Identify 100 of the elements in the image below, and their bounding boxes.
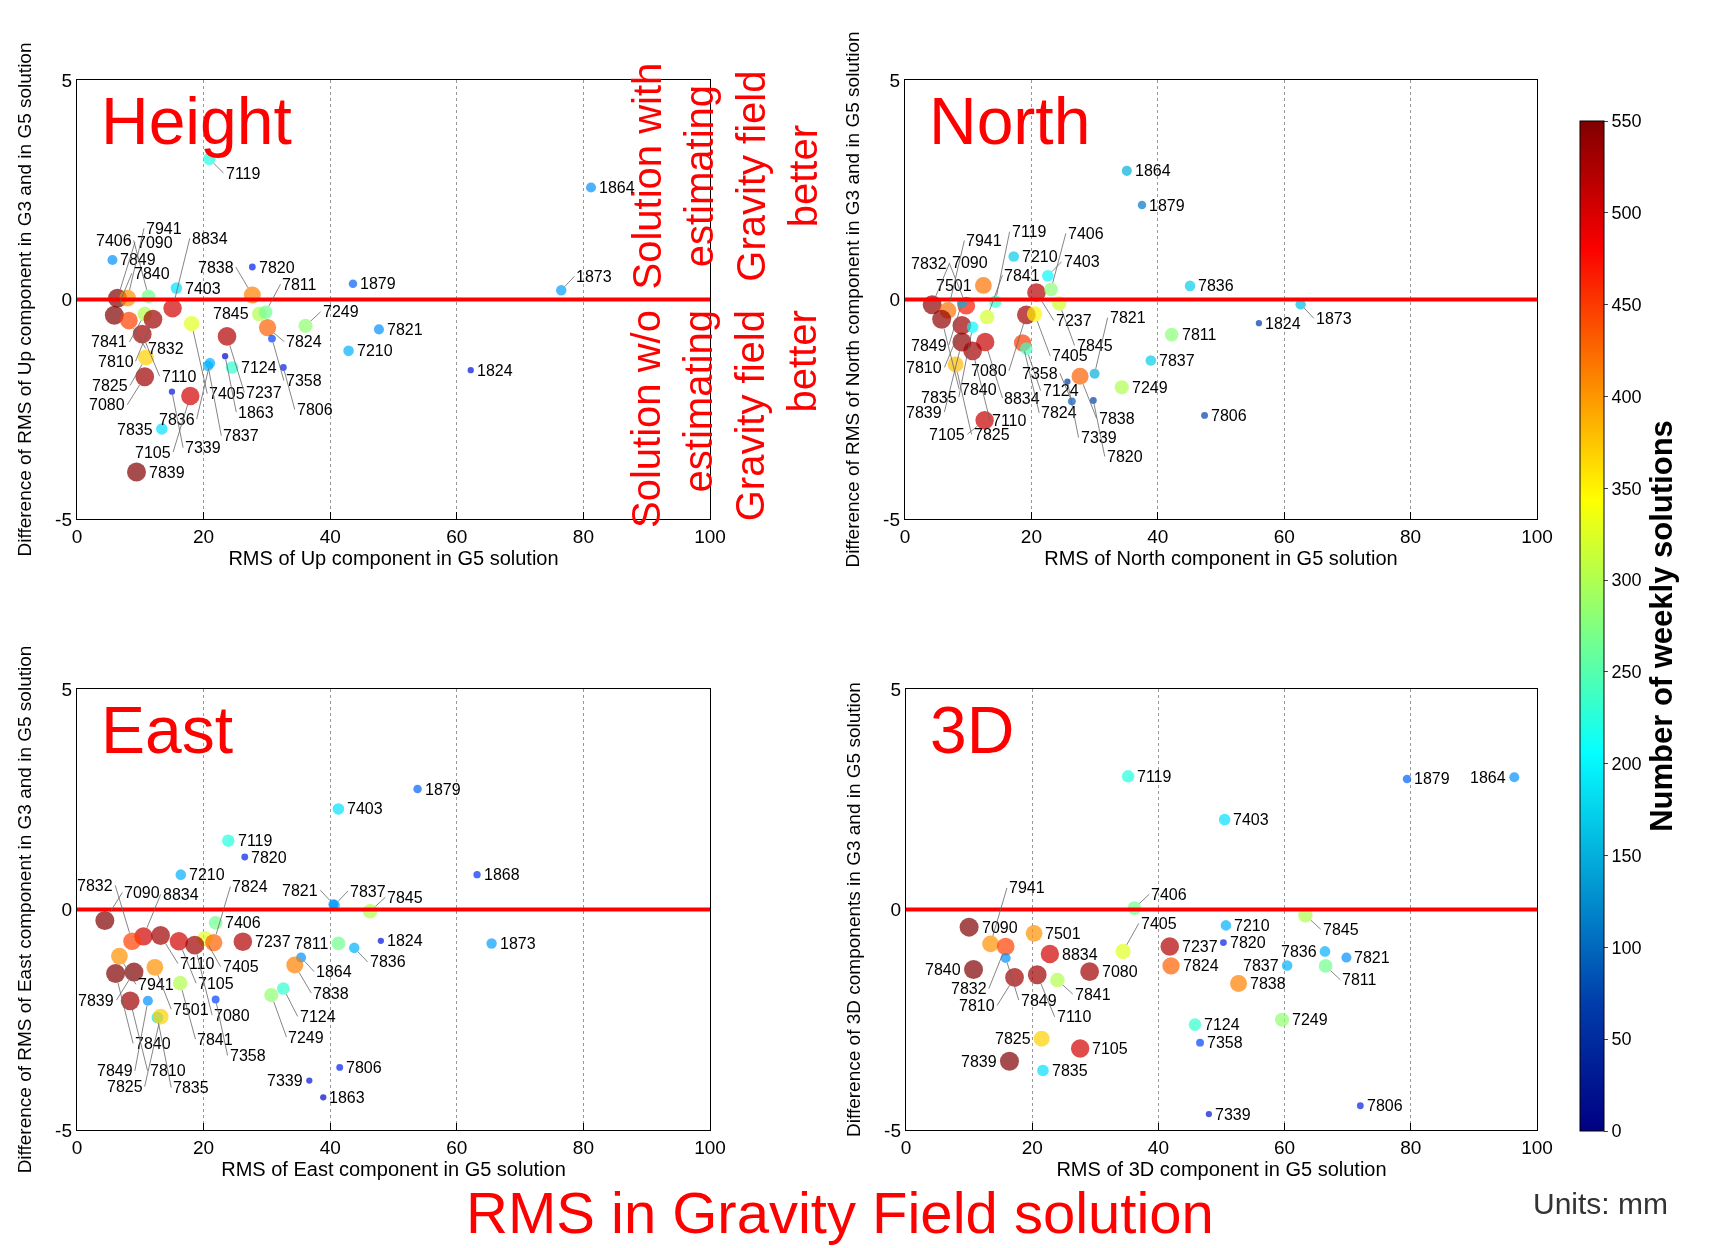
y-tick-label: 0 <box>890 899 901 921</box>
annotation: 7110 <box>1057 1008 1092 1025</box>
annotation: 7249 <box>1292 1011 1328 1028</box>
annotation: 7806 <box>346 1059 382 1076</box>
annotation: 7836 <box>159 411 195 428</box>
annotation: 7105 <box>1092 1040 1128 1057</box>
annotation: 7339 <box>267 1072 303 1089</box>
annotation: 7839 <box>78 992 114 1009</box>
annotation: 7837 <box>350 883 386 900</box>
annotation: 7358 <box>230 1047 266 1064</box>
annotation: 1879 <box>1149 197 1185 214</box>
annotation: 7124 <box>1043 382 1079 399</box>
annotation: 7836 <box>1198 277 1234 294</box>
annotation: 7838 <box>1099 410 1135 427</box>
annotation: 1863 <box>329 1089 365 1106</box>
annotation: 7824 <box>1041 404 1077 421</box>
annotation: 7339 <box>1081 429 1117 446</box>
annotation: 7210 <box>357 342 393 359</box>
annotation: 7840 <box>961 381 997 398</box>
annotation: 7090 <box>124 884 160 901</box>
x-tick-label: 100 <box>1521 526 1553 547</box>
annotation: 7849 <box>97 1062 133 1079</box>
y-tick-label: 0 <box>61 899 72 921</box>
annotation: 7821 <box>1354 949 1390 966</box>
annotation: 8834 <box>1004 390 1040 407</box>
annotation: 8834 <box>163 886 199 903</box>
annotation: 7237 <box>1056 312 1092 329</box>
color-bar-label: 400 <box>1611 386 1642 407</box>
annotation: 7820 <box>1230 934 1266 951</box>
annotation: 7835 <box>173 1079 209 1096</box>
annotation: 7501 <box>173 1001 209 1018</box>
annotation: 7403 <box>185 280 221 297</box>
x-tick-label: 60 <box>1273 526 1295 547</box>
y-tick-label: 5 <box>61 678 72 700</box>
annotation: 7821 <box>387 321 423 338</box>
annotation: 7836 <box>370 953 406 970</box>
annotation: 7811 <box>294 935 329 952</box>
annotation: 7090 <box>982 919 1018 936</box>
annotation: 1868 <box>484 866 520 883</box>
annotation: 7839 <box>961 1053 997 1070</box>
x-tick-label: 80 <box>1400 1137 1422 1158</box>
x-tick-label: 60 <box>446 1137 468 1158</box>
text: Units: mm <box>1533 1187 1668 1220</box>
annotation: 7825 <box>107 1078 143 1095</box>
color-bar-label: 100 <box>1611 937 1642 958</box>
y-tick-label: 0 <box>61 289 72 311</box>
annotation: 7501 <box>936 277 972 294</box>
annotation: 7119 <box>1012 223 1047 240</box>
annotation: 7838 <box>313 985 349 1002</box>
x-tick-label: 100 <box>694 526 726 547</box>
x-tick-label: 60 <box>1274 1137 1296 1158</box>
annotation: 1873 <box>576 268 612 285</box>
annotation: 7835 <box>117 421 153 438</box>
annotation: 7811 <box>282 276 317 293</box>
annotation: 7845 <box>1323 921 1359 938</box>
color-bar-label: 50 <box>1611 1029 1632 1050</box>
x-axis-title: RMS of Up component in G5 solution <box>228 547 559 569</box>
annotation: 7358 <box>1207 1034 1243 1051</box>
y-tick-label: 5 <box>61 69 72 91</box>
annotation: 7406 <box>225 914 261 931</box>
color-bar-label: 350 <box>1611 478 1642 499</box>
annotation: 1879 <box>360 275 396 292</box>
y-tick-label: 5 <box>889 69 900 91</box>
annotation: 7080 <box>89 396 125 413</box>
annotation: 1879 <box>1414 770 1450 787</box>
y-axis-title: Difference of 3D components in G3 and in G5 solution <box>843 682 865 1137</box>
x-tick-label: 60 <box>446 526 468 547</box>
annotation: 8834 <box>1062 946 1098 963</box>
chart-title: East <box>101 693 234 767</box>
annotation: 7824 <box>286 333 322 350</box>
x-axis-title: RMS of 3D component in G5 solution <box>1056 1158 1387 1180</box>
annotation: 7824 <box>1183 957 1219 974</box>
annotation: 7825 <box>995 1030 1031 1047</box>
annotation: 7845 <box>213 305 249 322</box>
annotation: 7839 <box>149 464 185 481</box>
annotation: 1824 <box>387 932 423 949</box>
y-tick-label: -5 <box>884 1119 901 1141</box>
annotation: 7110 <box>162 368 197 385</box>
annotation: 7838 <box>198 259 234 276</box>
annotation: 1879 <box>425 781 461 798</box>
annotation: 7841 <box>91 333 127 350</box>
y-axis-title: Difference of RMS of East component in G3 and in G5 solution <box>14 645 36 1174</box>
annotation: 7810 <box>906 359 942 376</box>
color-bar-label: 200 <box>1611 754 1642 775</box>
annotation: 7110 <box>180 955 215 972</box>
annotation: 7405 <box>209 385 245 402</box>
annotation: 7210 <box>189 866 225 883</box>
annotation: 7358 <box>1022 365 1058 382</box>
x-tick-label: 40 <box>319 1137 341 1158</box>
annotation: 7821 <box>1110 309 1146 326</box>
annotation: 7501 <box>1045 925 1081 942</box>
annotation: 7825 <box>92 377 128 394</box>
annotation: 7810 <box>98 353 134 370</box>
annotation: 7110 <box>992 412 1027 429</box>
x-tick-label: 20 <box>193 1137 215 1158</box>
color-bar-label: 150 <box>1611 845 1642 866</box>
annotation: 7810 <box>959 997 995 1014</box>
annotation: 1864 <box>1135 162 1171 179</box>
annotation: 7237 <box>1182 938 1218 955</box>
annotation: 7406 <box>96 232 132 249</box>
